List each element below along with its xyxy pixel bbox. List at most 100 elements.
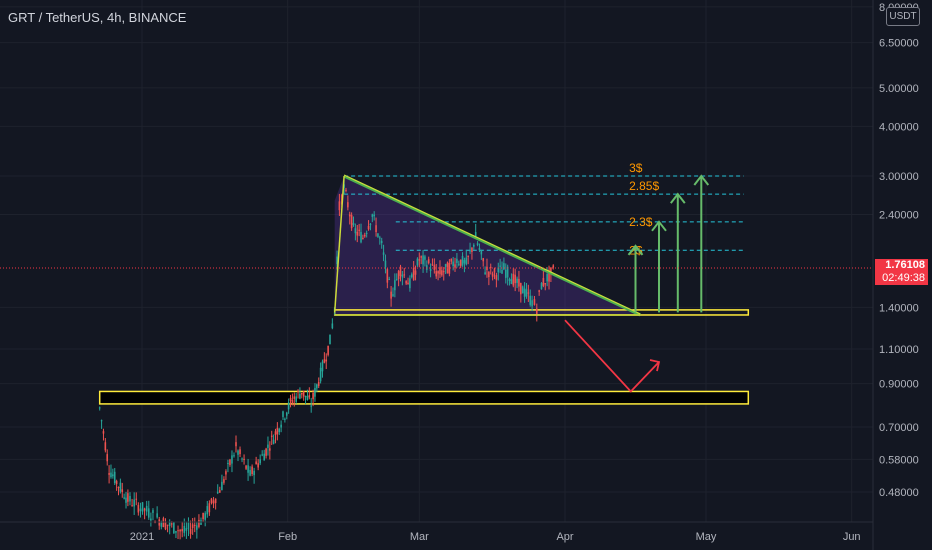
candle-body: [249, 469, 251, 476]
candle-body: [548, 269, 550, 282]
candle-body: [497, 267, 500, 273]
candle-body: [503, 263, 505, 270]
candle-body: [418, 259, 421, 261]
price-tick-label: 3.00000: [879, 171, 919, 183]
candle-body: [529, 295, 532, 305]
candle-body: [289, 397, 292, 401]
candle-body: [198, 519, 200, 527]
time-tick-label: Feb: [278, 531, 297, 543]
price-tick-label: 1.40000: [879, 302, 919, 314]
candle-body: [422, 255, 424, 265]
candle-body: [510, 279, 513, 284]
candle-body: [358, 229, 360, 231]
price-axis[interactable]: 8.000006.500005.000004.000003.000002.400…: [879, 2, 919, 499]
trendline-yellow: [343, 174, 641, 315]
time-axis[interactable]: 2021 Feb Mar Apr May Jun: [130, 531, 861, 543]
candle-body: [133, 499, 135, 507]
candle-body: [317, 381, 320, 386]
candle-body: [488, 271, 490, 278]
candle-body: [336, 256, 338, 265]
candle-body: [202, 512, 204, 519]
candle-body: [461, 255, 464, 266]
candle-body: [106, 454, 109, 462]
candle-body: [274, 431, 277, 435]
candle-body: [255, 461, 257, 465]
candle-body: [278, 428, 281, 433]
time-tick-label: Apr: [556, 531, 573, 543]
candle-body: [204, 513, 206, 520]
candle-body: [521, 286, 524, 294]
price-tick-label: 6.50000: [879, 38, 919, 50]
candle-body: [253, 470, 255, 476]
candle-body: [112, 474, 114, 477]
candle-body: [319, 367, 322, 382]
target-label: 3$: [629, 161, 643, 175]
candle-body: [160, 522, 163, 527]
candle-body: [437, 271, 439, 274]
candle-body: [384, 260, 387, 268]
candle-body: [210, 498, 213, 504]
candle-body: [308, 395, 311, 398]
bar-countdown: 02:49:38: [882, 272, 925, 284]
candle-body: [379, 237, 381, 239]
candle-body: [473, 244, 475, 247]
candle-body: [221, 481, 223, 491]
candle-body: [316, 384, 318, 389]
candle-body: [484, 272, 486, 275]
candle-body: [212, 500, 215, 504]
candle-body: [420, 256, 422, 258]
candle-body: [424, 256, 426, 260]
candle-body: [345, 189, 347, 191]
candle-body: [405, 281, 407, 284]
candle-body: [233, 455, 235, 457]
candle-body: [129, 496, 131, 502]
candle-body: [121, 489, 124, 493]
candle-body: [102, 431, 105, 434]
candle-body: [506, 266, 509, 278]
candle-body: [263, 453, 265, 461]
candle-body: [412, 267, 415, 281]
candle-body: [119, 482, 122, 492]
currency-badge[interactable]: USDT: [886, 7, 920, 26]
candle-body: [441, 270, 443, 276]
candle-body: [237, 450, 239, 455]
candle-body: [135, 498, 138, 500]
candle-body: [223, 479, 225, 483]
candle-body: [127, 493, 129, 502]
candle-body: [117, 487, 120, 489]
candle-body: [474, 232, 477, 238]
candle-body: [501, 269, 503, 274]
candle-body: [323, 359, 326, 363]
candle-body: [452, 261, 454, 267]
candle-body: [208, 503, 211, 513]
candle-body: [427, 259, 430, 264]
candle-body: [469, 250, 471, 252]
candle-body: [272, 439, 275, 444]
candle-body: [489, 266, 492, 268]
candle-body: [456, 258, 458, 263]
candle-body: [350, 215, 353, 229]
candle-body: [538, 290, 540, 292]
candle-body: [518, 278, 520, 287]
candle-body: [373, 214, 375, 217]
candle-body: [478, 247, 481, 251]
candle-body: [369, 223, 372, 226]
candle-body: [170, 523, 173, 525]
candle-body: [321, 361, 324, 372]
candle-body: [225, 471, 227, 475]
overlay: 3$2.85$2.3$2$: [333, 161, 710, 393]
candle-body: [137, 505, 140, 513]
last-price-tag: 1.76108 02:49:38: [875, 259, 928, 285]
breakdown-arrow-head: [649, 359, 661, 372]
time-tick-label: Jun: [843, 531, 861, 543]
candle-body: [229, 459, 231, 465]
candle-body: [540, 283, 543, 290]
candle-body: [495, 275, 498, 280]
candle-body: [439, 267, 441, 275]
candle-body: [299, 393, 301, 399]
candle-body: [531, 300, 533, 307]
candle-body: [352, 222, 355, 226]
candle-body: [429, 268, 432, 272]
candle-body: [306, 396, 309, 400]
